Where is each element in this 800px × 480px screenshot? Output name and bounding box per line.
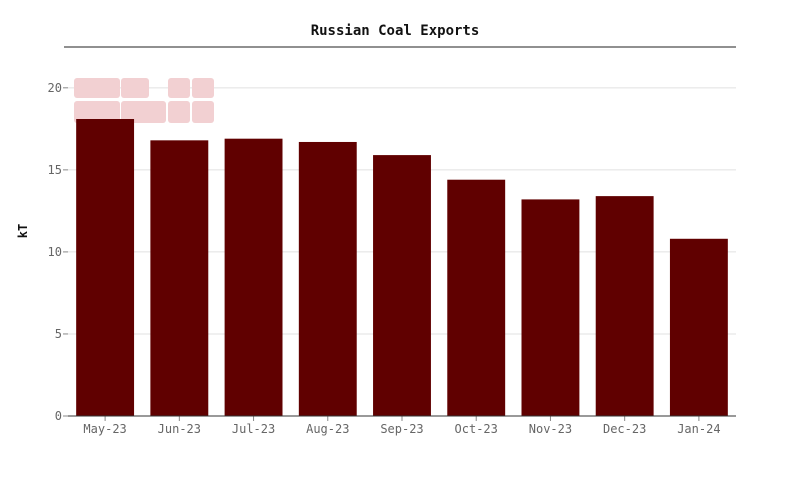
y-axis-ticks: 0 5 10 15 20	[48, 81, 68, 423]
watermark-logo	[74, 78, 214, 123]
bars	[76, 118, 728, 416]
x-tick-label: Dec-23	[603, 422, 646, 436]
watermark-block	[168, 78, 190, 98]
x-tick-label: Aug-23	[306, 422, 349, 436]
y-tick-label: 10	[48, 245, 62, 259]
bar	[224, 138, 283, 416]
bar	[373, 155, 431, 416]
bar	[521, 199, 580, 416]
x-tick-label: May-23	[83, 422, 126, 436]
bar	[298, 141, 357, 416]
bar	[595, 196, 654, 416]
x-axis-ticks: May-23 Jun-23 Jul-23 Aug-23 Sep-23 Oct-23 Nov-…	[83, 416, 721, 436]
watermark-block	[74, 78, 120, 98]
chart-title: Russian Coal Exports	[311, 23, 480, 39]
y-tick-label: 15	[48, 163, 62, 177]
bar	[76, 118, 135, 416]
x-tick-label: Jul-23	[232, 422, 275, 436]
bar	[150, 140, 209, 416]
y-axis-label: kT	[16, 224, 30, 238]
y-tick-label: 0	[55, 409, 62, 423]
x-tick-label: Nov-23	[529, 422, 572, 436]
watermark-block	[192, 101, 214, 123]
x-tick-label: Jan-24	[677, 422, 720, 436]
x-tick-label: Jun-23	[158, 422, 201, 436]
x-tick-label: Sep-23	[380, 422, 423, 436]
watermark-block	[74, 101, 120, 123]
watermark-block	[192, 78, 214, 98]
y-tick-label: 5	[55, 327, 62, 341]
x-tick-label: Oct-23	[455, 422, 498, 436]
watermark-block	[168, 101, 190, 123]
bar	[447, 179, 506, 416]
bar	[669, 238, 728, 416]
watermark-block	[121, 78, 149, 98]
y-tick-label: 20	[48, 81, 62, 95]
watermark-block	[121, 101, 166, 123]
